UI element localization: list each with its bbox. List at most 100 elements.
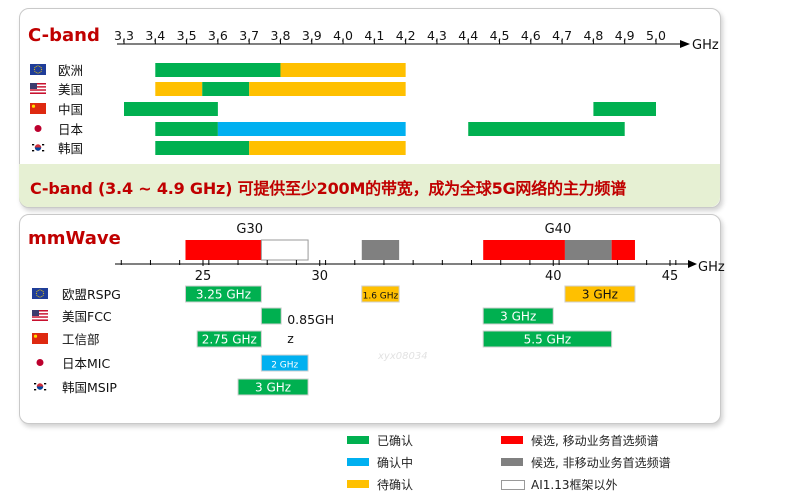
flag-eu-icon-star [39,65,41,67]
cband-axis-arrow [680,40,690,48]
legend-label: 候选, 移动业务首选频谱 [531,434,659,448]
flag-us-icon-stripe [32,319,48,321]
mmwave-bar-label: 0.85GH [287,312,334,327]
mmwave-title: mmWave [28,228,121,249]
flag-us-icon-canton [30,83,37,89]
flag-us-icon-stripe [32,310,48,312]
flag-eu-icon-star [41,296,43,298]
mmwave-bar-in_confirmation [260,354,309,372]
flag-jp-icon [34,125,42,132]
mmwave-bar-confirmed [482,330,613,348]
mmwave-tick-label: 30 [311,269,328,284]
flag-us-icon-stripe [32,316,48,318]
flag-us-icon-canton [32,310,39,316]
cband-row-label: 中国 [58,102,83,117]
flag-eu-icon-star [42,294,44,296]
flag-us-icon-stripe [32,317,48,320]
mmwave-tick-label: 25 [195,269,212,284]
flag-us-icon-stripe [30,89,46,91]
flag-eu-icon-star [37,289,39,291]
flag-eu-icon-star [40,67,42,69]
flag-kr-icon-trigram [34,389,37,391]
mmwave-bar-confirmed [184,285,262,303]
cband-tick-label: 4,0 [333,28,353,43]
mmwave-bar-to_confirm [564,285,636,303]
cband-tick-label: 4,3 [427,28,447,43]
mmwave-tick-label: 40 [545,269,562,284]
cband-tick-label: 4,6 [521,28,541,43]
cband-caption: C-band (3.4 ~ 4.9 GHz) 可提供至少200M的带宽，成为全球… [30,179,627,198]
flag-eu-icon-star [36,291,38,293]
flag-us-icon-stripe [32,311,48,314]
flag-us-icon-stripe [30,90,46,93]
flag-us-icon-stripe [30,92,46,94]
cband-bar-confirmed [124,102,218,116]
flag-kr-icon-trigram [42,144,45,146]
cband-tick-label: 3,9 [302,28,322,43]
mmwave-row-label: 日本MIC [62,356,110,371]
flag-kr-icon-trigram [32,144,35,146]
legend-label: 待确认 [377,478,414,492]
cband-tick-label: 3,5 [177,28,197,43]
mmwave-bar-confirmed [482,307,554,325]
flag-eu-icon-star [37,296,39,298]
flag-eu-icon-star [37,65,39,67]
flag-kr-icon-trigram [44,389,47,391]
cband-tick-label: 4,9 [615,28,635,43]
flag-us-icon-stripe [30,86,46,88]
mmwave-bar-confirmed [260,307,282,325]
cband-bar-confirmed [468,122,625,136]
cband-title: C-band [28,25,100,46]
mmwave-row-label: 美国FCC [62,309,112,324]
mmwave-row-label: 欧盟RSPG [62,287,121,302]
flag-eu-icon-star [34,67,36,69]
flag-eu-icon-star [43,292,45,295]
flag-eu-icon-star [41,68,43,71]
mmwave-axis-arrow [688,260,697,268]
flag-eu-icon-star [37,72,39,74]
flag-eu-icon-star [41,289,43,291]
flag-kr-icon-trigram [34,383,37,385]
flag-kr-icon-yang [34,147,42,151]
cband-tick-label: 4,8 [583,28,603,43]
flag-jp-icon [36,359,44,366]
mmwave-bar-label: 3 GHz [255,381,291,395]
flag-eu-icon [30,64,46,75]
mmwave-tick-label: 45 [662,269,679,284]
legend-label: 确认中 [377,456,414,470]
mmwave-bar-label: 1.6 GHz [363,292,399,302]
cband-tick-label: 4,1 [364,28,384,43]
legend-swatch [347,436,369,444]
watermark: xyx08034 [378,351,428,362]
flag-us-icon-stripe [30,84,46,87]
flag-kr-icon-trigram [42,150,45,152]
flag-eu-icon-star [36,294,38,296]
mmwave-bar-label: 2 GHz [271,361,298,371]
flag-eu-icon-star [35,292,37,295]
cband-tick-label: 4,5 [490,28,510,43]
group-label-g40: G40 [545,222,572,237]
flag-us-icon-stripe [30,83,46,85]
cband-tick-label: 3,4 [145,28,165,43]
candidate-band-mobile [611,240,635,260]
cband-caption-strip [19,164,720,207]
cband-row-label: 欧洲 [58,63,83,78]
cband-bar-to_confirm [280,63,406,77]
cband-tick-label: 3,3 [114,28,134,43]
cband-tick-label: 4,2 [396,28,416,43]
group-label-g30: G30 [236,222,263,237]
cband-bar-confirmed [155,122,218,136]
cband-row-label: 美国 [58,82,83,97]
flag-kr-icon-trigram [32,150,35,152]
cband-bar-confirmed [202,82,250,96]
candidate-band-outside [260,239,309,261]
candidate-band-non_mobile [361,240,400,260]
candidate-band-mobile [185,240,262,260]
cband-bar-confirmed [593,102,656,116]
flag-cn-icon-star [33,334,38,338]
flag-eu-icon [32,288,48,299]
mmwave-bar-label: 3.25 GHz [196,288,251,302]
flag-eu-icon-star [39,289,41,291]
flag-cn-icon [30,103,46,114]
legend-swatch [501,458,523,466]
